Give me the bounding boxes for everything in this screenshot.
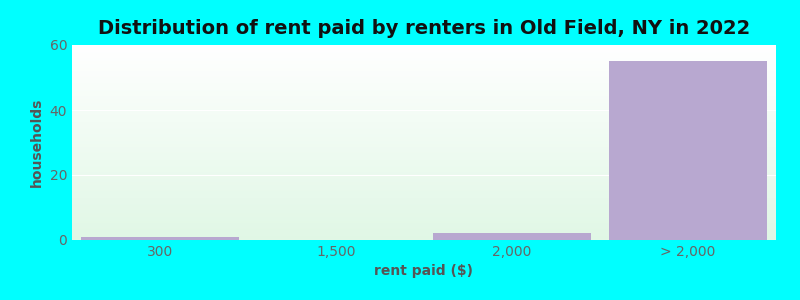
Y-axis label: households: households: [30, 98, 44, 187]
Title: Distribution of rent paid by renters in Old Field, NY in 2022: Distribution of rent paid by renters in …: [98, 19, 750, 38]
Bar: [609, 61, 767, 240]
X-axis label: rent paid ($): rent paid ($): [374, 264, 474, 278]
Bar: [81, 237, 239, 240]
Bar: [433, 233, 591, 240]
